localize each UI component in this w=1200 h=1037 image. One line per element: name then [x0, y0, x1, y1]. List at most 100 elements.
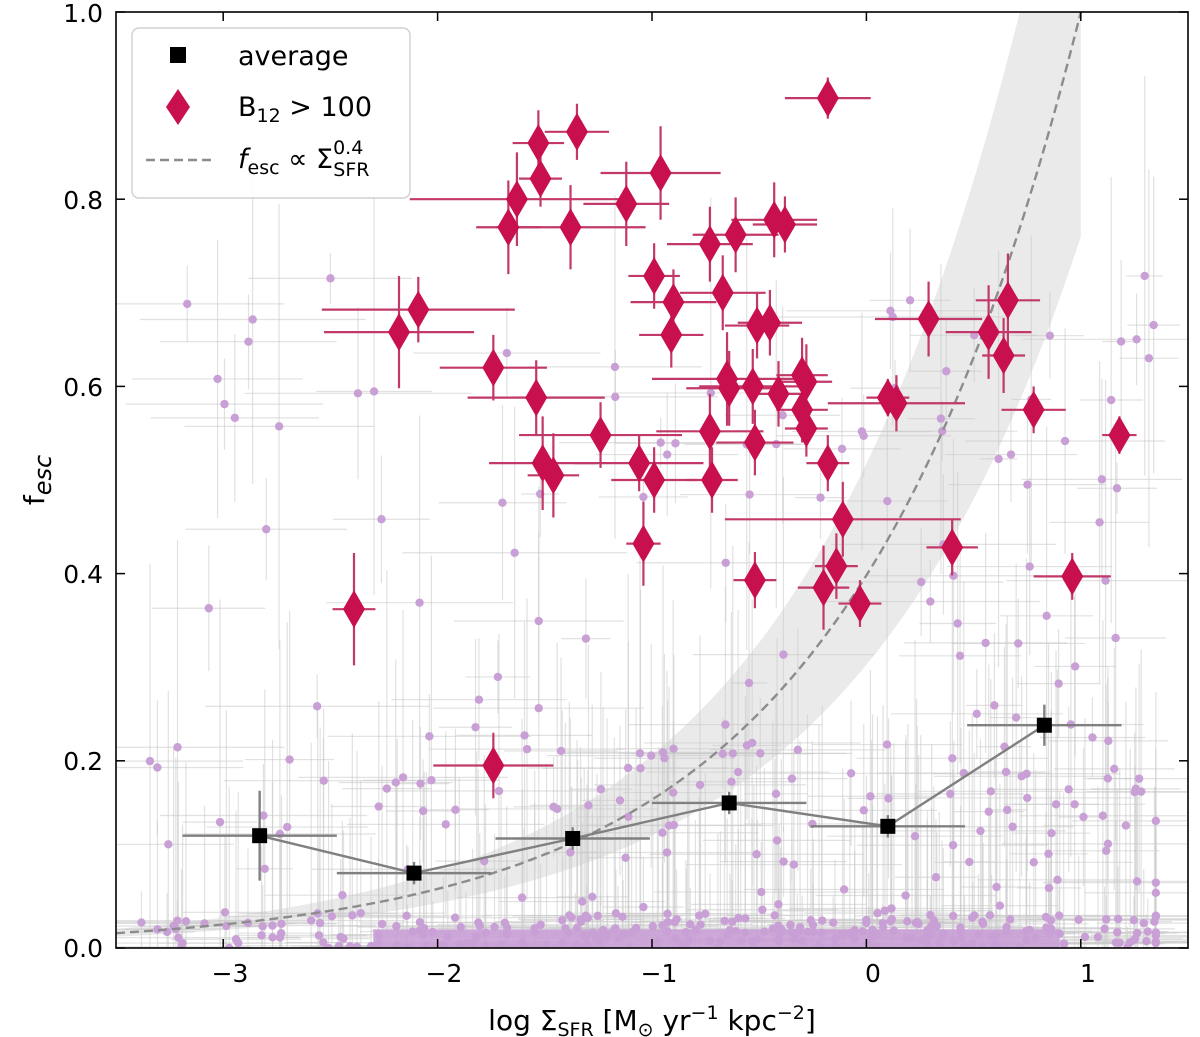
background-point [257, 931, 266, 940]
background-point [721, 558, 730, 567]
background-point [345, 942, 355, 948]
background-point [741, 914, 750, 923]
background-point [1042, 611, 1051, 621]
background-point [391, 778, 400, 787]
b12-diamond-marker [773, 205, 796, 244]
background-point [1044, 883, 1054, 893]
b12-diamond-marker [743, 423, 766, 462]
background-point [611, 909, 621, 918]
background-point [558, 916, 567, 925]
background-point [1106, 395, 1116, 405]
background-point [986, 787, 995, 796]
background-point [258, 922, 267, 931]
background-point [327, 912, 337, 921]
b12-diamond-marker [996, 281, 1019, 320]
b12-diamond-marker [643, 461, 666, 499]
background-point [757, 887, 766, 897]
background-point [635, 749, 645, 758]
background-point [1151, 928, 1161, 937]
background-point [283, 822, 292, 832]
background-point [392, 922, 401, 931]
background-point [1116, 337, 1126, 346]
background-point [873, 908, 882, 918]
background-point [793, 745, 803, 755]
y-tick-label: 0.6 [63, 373, 103, 402]
b12-diamond-marker [816, 444, 839, 483]
background-point [259, 811, 268, 820]
background-point [701, 909, 710, 919]
background-point [948, 754, 957, 763]
b12-diamond-marker [649, 153, 672, 192]
background-point [828, 918, 838, 927]
background-point [779, 650, 788, 659]
background-point [285, 755, 294, 764]
background-point [880, 906, 890, 915]
background-point [319, 776, 328, 785]
background-point [1001, 767, 1011, 777]
background-point [1100, 924, 1109, 934]
b12-diamond-marker [724, 215, 747, 254]
background-point [972, 709, 981, 719]
background-point [1111, 633, 1120, 643]
background-point [728, 749, 737, 758]
background-point [662, 848, 672, 857]
background-point [656, 438, 665, 447]
background-point [474, 695, 484, 704]
legend-marker-square [170, 47, 186, 63]
average-marker [406, 865, 422, 881]
background-point [727, 777, 736, 786]
b12-diamond-marker [342, 590, 365, 629]
background-point [576, 915, 585, 924]
background-point [274, 422, 284, 431]
background-point [1070, 662, 1080, 671]
background-point [517, 893, 527, 902]
background-point [415, 918, 425, 927]
background-point [1054, 679, 1063, 688]
background-point [382, 784, 392, 793]
background-point [745, 490, 754, 499]
b12-diamond-marker [977, 313, 1000, 352]
b12-diamond-marker [795, 409, 818, 448]
background-point [183, 299, 192, 309]
background-point [857, 427, 867, 436]
background-point [786, 920, 795, 930]
background-point [1060, 436, 1070, 446]
background-point [1098, 811, 1108, 820]
b12-diamond-marker [542, 456, 565, 495]
background-point [771, 789, 781, 799]
background-point [244, 337, 253, 346]
background-point [353, 389, 363, 398]
background-point [1047, 828, 1056, 838]
background-point [315, 918, 325, 928]
background-point [774, 900, 783, 909]
background-point [1129, 915, 1139, 925]
b12-diamond-marker [407, 290, 430, 329]
background-point [778, 411, 787, 420]
background-point [990, 701, 999, 710]
background-point [566, 848, 575, 857]
b12-diamond-marker [812, 568, 835, 607]
y-tick-label: 0.8 [63, 186, 103, 215]
background-point [260, 864, 269, 874]
background-point [339, 934, 348, 943]
background-point [1011, 713, 1021, 722]
background-point [1144, 353, 1154, 363]
b12-diamond-marker [941, 528, 964, 567]
background-point [276, 928, 286, 938]
background-point [230, 413, 240, 423]
background-point [770, 911, 779, 920]
background-point [756, 749, 765, 758]
background-point [744, 678, 754, 688]
b12-diamond-marker [701, 461, 724, 499]
background-point [932, 921, 941, 931]
background-point [1005, 915, 1015, 924]
background-point [215, 817, 225, 827]
b12-diamond-marker [505, 180, 528, 219]
background-point [137, 918, 146, 927]
background-point [1103, 774, 1112, 783]
b12-diamond-marker [482, 746, 505, 785]
background-floor [373, 929, 1060, 948]
b12-diamond-marker [698, 225, 721, 264]
background-point [578, 897, 587, 906]
background-point [536, 920, 545, 930]
